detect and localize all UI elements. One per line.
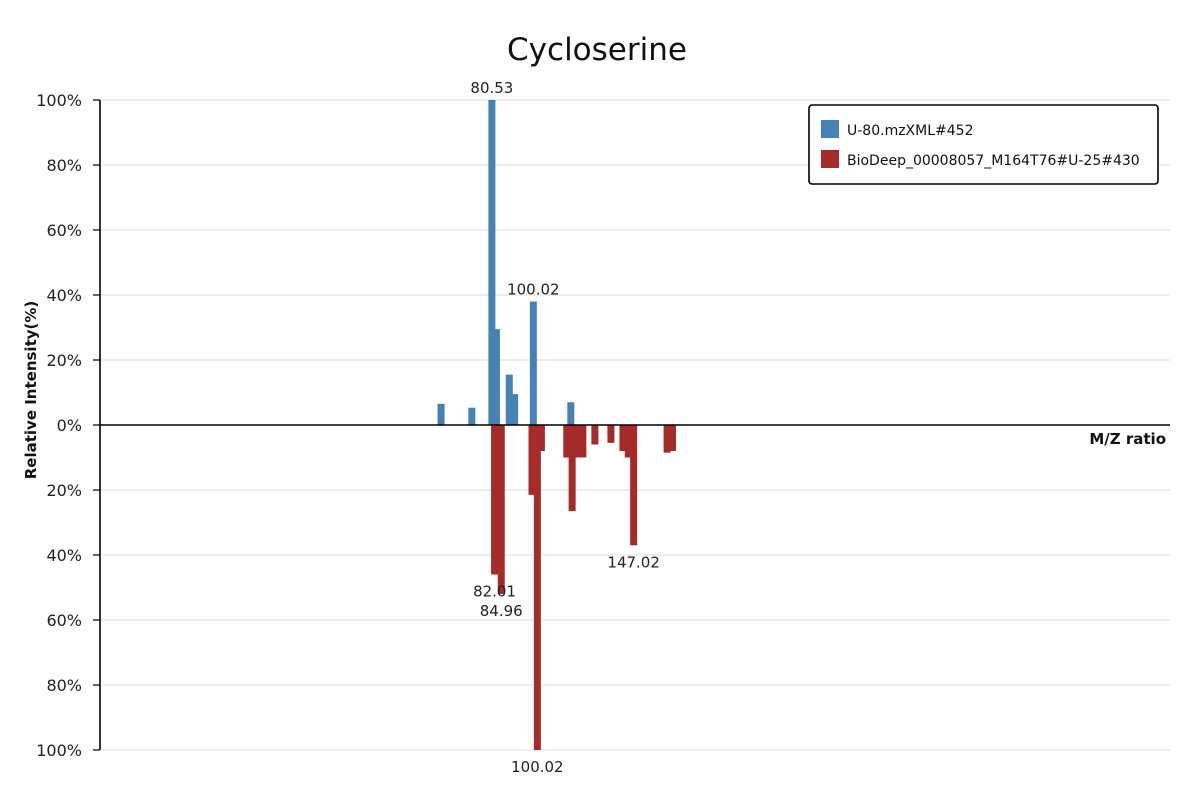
peak-bar bbox=[567, 402, 575, 425]
peak-label: 147.02 bbox=[607, 553, 660, 571]
peak-label: 84.96 bbox=[480, 602, 523, 620]
y-tick-label: 40% bbox=[46, 546, 82, 565]
y-tick-label: 20% bbox=[46, 481, 82, 500]
y-tick-label: 80% bbox=[46, 156, 82, 175]
peak-bar bbox=[437, 403, 445, 425]
peak-bar bbox=[511, 394, 519, 425]
peak-bar bbox=[528, 425, 536, 495]
peak-label: 82.01 bbox=[473, 583, 516, 601]
peak-bar bbox=[529, 301, 537, 425]
peak-bar bbox=[619, 425, 627, 451]
peak-bar bbox=[491, 425, 499, 575]
x-axis-label: M/Z ratio bbox=[1089, 430, 1166, 448]
legend-label-series-2: BioDeep_00008057_M164T76#U-25#430 bbox=[847, 153, 1140, 169]
chart-title: Cycloserine bbox=[507, 32, 687, 68]
peak-bar bbox=[568, 425, 576, 512]
peak-bar bbox=[624, 425, 632, 458]
peak-label: 100.02 bbox=[507, 281, 560, 299]
peak-bar bbox=[492, 329, 500, 425]
y-tick-label: 60% bbox=[46, 221, 82, 240]
y-tick-label: 100% bbox=[36, 91, 82, 110]
y-tick-label: 80% bbox=[46, 676, 82, 695]
legend: U-80.mzXML#452 BioDeep_00008057_M164T76#… bbox=[808, 104, 1159, 185]
y-tick-label: 0% bbox=[57, 416, 82, 435]
legend-label-series-1: U-80.mzXML#452 bbox=[847, 123, 973, 139]
peak-bar bbox=[607, 425, 615, 443]
peak-label: 80.53 bbox=[470, 79, 513, 97]
y-tick-label: 40% bbox=[46, 286, 82, 305]
peak-bar bbox=[573, 425, 581, 458]
peak-bar bbox=[505, 374, 513, 425]
peak-bar bbox=[579, 425, 587, 458]
peak-bar bbox=[630, 425, 638, 546]
y-tick-label: 20% bbox=[46, 351, 82, 370]
peak-bar bbox=[563, 425, 571, 458]
legend-swatch-series-2 bbox=[821, 150, 839, 168]
peak-bar bbox=[537, 425, 545, 451]
legend-swatch-series-1 bbox=[821, 120, 839, 138]
y-axis-label: Relative Intensity(%) bbox=[22, 301, 40, 480]
peak-bar bbox=[668, 425, 676, 451]
peak-bar bbox=[488, 100, 496, 425]
y-tick-label: 60% bbox=[46, 611, 82, 630]
peak-bar bbox=[533, 425, 541, 750]
peak-bar bbox=[468, 407, 476, 425]
legend-box bbox=[808, 104, 1159, 185]
peak-label: 100.02 bbox=[511, 758, 564, 776]
peak-bar bbox=[497, 425, 505, 594]
gridlines bbox=[93, 99, 1170, 751]
y-tick-label: 100% bbox=[36, 741, 82, 760]
axes bbox=[99, 100, 1170, 750]
peak-bar bbox=[591, 425, 599, 445]
peak-bar bbox=[663, 425, 671, 453]
bars bbox=[437, 100, 676, 750]
y-tick-labels: 100% 80% 60% 40% 20% 0% 20% 40% 60% 80% 100% bbox=[36, 91, 82, 760]
